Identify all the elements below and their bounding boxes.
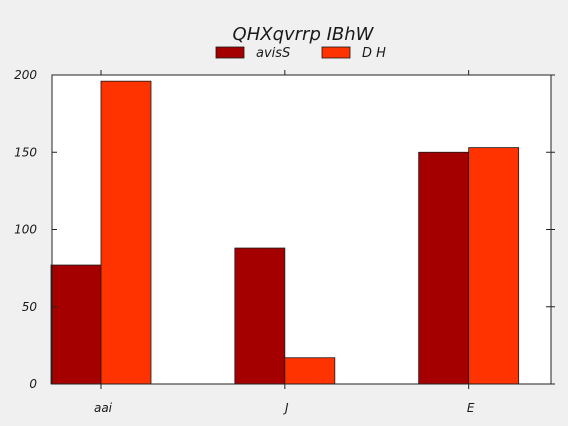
bar-avisS-E — [418, 151, 470, 385]
bar-D-H-aai — [100, 80, 152, 385]
legend-label-D-H: D H — [362, 46, 386, 61]
legend-label-avisS: avisS — [256, 46, 290, 61]
y-tick-label: 50 — [22, 300, 38, 314]
x-tick-label: E — [467, 401, 475, 415]
y-tick-label: 200 — [14, 68, 37, 82]
bar-avisS-J — [234, 247, 286, 385]
legend: avisS D H — [215, 46, 386, 61]
y-tick-label: 0 — [29, 377, 37, 391]
x-tick-label: J — [283, 401, 289, 415]
bar-D-H-E — [468, 147, 520, 385]
legend-swatch-avisS — [215, 46, 245, 59]
bars — [50, 80, 520, 385]
chart-title: QHXqvrrp IBhW — [233, 24, 375, 45]
plot-frame — [51, 74, 552, 385]
y-tick-label: 150 — [14, 145, 37, 159]
x-tick-label: aai — [94, 401, 113, 415]
legend-swatch-D-H — [321, 46, 351, 59]
bar-avisS-aai — [50, 264, 102, 385]
y-tick-label: 100 — [14, 223, 37, 237]
bar-D-H-J — [284, 357, 336, 385]
